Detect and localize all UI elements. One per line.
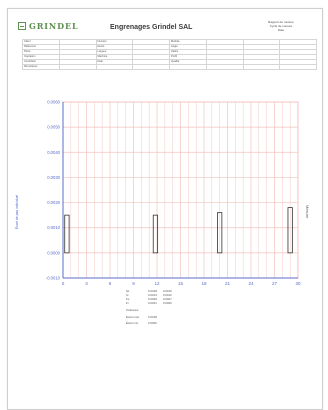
data-bar bbox=[64, 214, 70, 254]
info-cell bbox=[58, 64, 97, 70]
plot-border bbox=[62, 101, 299, 279]
logo-mark-icon bbox=[18, 22, 26, 30]
logo-text: GRINDEL bbox=[29, 21, 79, 31]
report-meta-line-3: Date bbox=[277, 28, 285, 32]
summary-value: 0.0020 bbox=[162, 300, 172, 305]
info-cell bbox=[169, 64, 207, 70]
x-tick-label: 3 bbox=[85, 281, 88, 286]
left-axis-label: Écart de pas individuel bbox=[15, 194, 19, 230]
x-tick-label: 21 bbox=[225, 281, 231, 286]
summary-value: 0.0018 bbox=[148, 314, 157, 319]
summary-label: Fr bbox=[126, 300, 129, 305]
summary-row: Fr 0.0021 0.0020 bbox=[126, 300, 290, 306]
summary-value: 0.0021 bbox=[148, 300, 157, 305]
report-meta-line-1: Rapport de mesure bbox=[268, 20, 294, 24]
report-info-table: Client Numéro Module Référence Dents Ang… bbox=[22, 39, 317, 70]
summary-block-1: Tolérance bbox=[126, 307, 290, 313]
summary-label: Écart min bbox=[126, 321, 139, 326]
info-cell bbox=[95, 64, 134, 70]
y-tick-label: 0.0050 bbox=[47, 125, 60, 130]
summary-block-3: Écart min 0.0000 bbox=[126, 322, 290, 326]
summary-value: 0.0027 bbox=[162, 296, 172, 301]
info-cell bbox=[205, 64, 244, 70]
measurement-report-page: GRINDEL Engrenages Grindel SAL Rapport d… bbox=[7, 8, 323, 410]
summary-row: Écart min 0.0000 bbox=[126, 322, 290, 326]
x-tick-label: 6 bbox=[109, 281, 112, 286]
report-meta: Rapport de mesure Cycle de mesure Date bbox=[252, 20, 310, 32]
y-tick-label: 0.0010 bbox=[47, 225, 60, 230]
summary-label: fpt bbox=[126, 289, 130, 293]
summary-value: 0.0012 bbox=[162, 292, 172, 297]
x-tick-label: 9 bbox=[132, 281, 135, 286]
summary-value: 0.0018 bbox=[148, 289, 157, 293]
page-footer-space bbox=[24, 390, 306, 391]
y-tick-label: 0.0030 bbox=[47, 175, 60, 180]
summary-row: fu 0.0013 0.0012 bbox=[126, 292, 290, 298]
info-row: Remarques bbox=[22, 64, 317, 70]
x-tick-label: 15 bbox=[178, 281, 184, 286]
y-tick-label: 0.0000 bbox=[47, 250, 60, 255]
summary-value: 0.0016 bbox=[162, 289, 172, 293]
summary-label: fu bbox=[126, 292, 129, 297]
summary-row: Écart max 0.0018 bbox=[126, 314, 290, 320]
info-cell: Remarques bbox=[22, 64, 60, 70]
info-row: Opération Machine Profil bbox=[22, 54, 317, 60]
document-title: Engrenages Grindel SAL bbox=[110, 24, 193, 31]
y-tick-label: -0.0010 bbox=[46, 276, 61, 281]
summary-block-2: Écart max 0.0018 bbox=[126, 314, 290, 320]
info-cell bbox=[279, 64, 317, 70]
summary-value: 0.0029 bbox=[148, 296, 157, 301]
summary-row: Fp 0.0029 0.0027 bbox=[126, 296, 290, 302]
x-tick-label: 27 bbox=[272, 281, 278, 286]
summary-row: Tolérance bbox=[126, 307, 290, 313]
x-tick-label: 12 bbox=[154, 281, 160, 286]
report-meta-line-2: Cycle de mesure bbox=[269, 24, 293, 28]
summary-block: fpt 0.0018 0.0016 fu 0.0013 0.0012 Fp 0.… bbox=[126, 289, 290, 326]
summary-label: Écart max bbox=[126, 314, 140, 319]
y-tick-label: 0.0060 bbox=[47, 100, 60, 105]
y-tick-label: 0.0020 bbox=[47, 200, 60, 205]
data-bar bbox=[287, 207, 293, 254]
summary-value: 0.0000 bbox=[148, 321, 157, 326]
summary-row: fpt 0.0018 0.0016 bbox=[126, 289, 290, 294]
info-cell bbox=[132, 64, 170, 70]
summary-label: Fp bbox=[126, 296, 130, 301]
summary-value: 0.0013 bbox=[148, 292, 157, 297]
x-tick-label: 18 bbox=[201, 281, 207, 286]
x-tick-label: 0 bbox=[62, 281, 65, 286]
right-axis-label: Mesure bbox=[305, 205, 310, 219]
data-bar bbox=[217, 212, 223, 254]
x-tick-label: 30 bbox=[295, 281, 301, 286]
info-cell bbox=[242, 64, 281, 70]
x-tick-label: 24 bbox=[248, 281, 254, 286]
company-logo: GRINDEL bbox=[18, 21, 82, 31]
summary-label: Tolérance bbox=[126, 307, 139, 312]
y-tick-label: 0.0040 bbox=[47, 150, 60, 155]
data-bar bbox=[152, 214, 159, 254]
